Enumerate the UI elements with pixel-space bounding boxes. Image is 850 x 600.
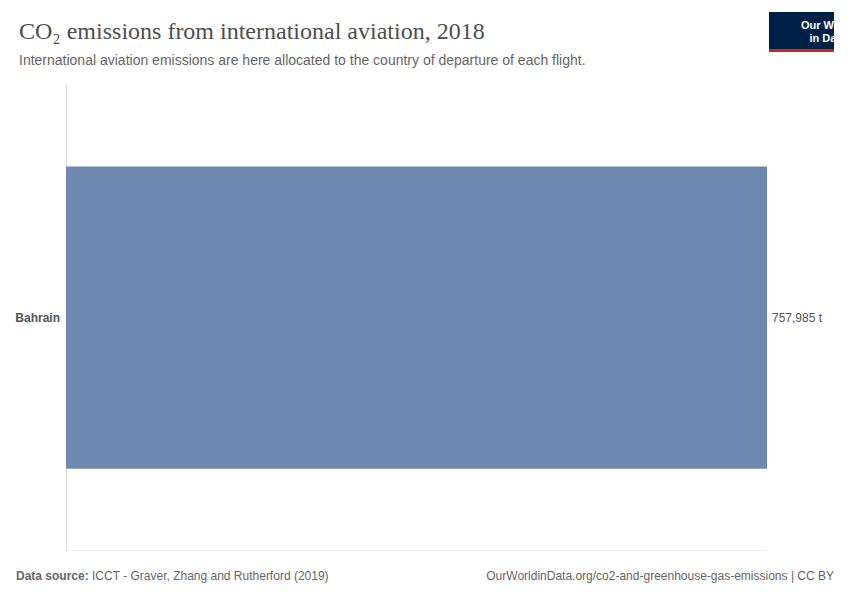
svg-text:Data source:: Data source: — [16, 569, 89, 583]
svg-text:ICCT - Graver, Zhang and Ruthe: ICCT - Graver, Zhang and Rutherford (201… — [92, 569, 329, 583]
svg-text:757,985 t: 757,985 t — [772, 311, 823, 325]
svg-text:OurWorldinData.org/co2-and-gre: OurWorldinData.org/co2-and-greenhouse-ga… — [486, 569, 834, 583]
svg-text:Our World: Our World — [801, 19, 850, 31]
svg-text:CO₂ emissions from internation: CO₂ emissions from international aviatio… — [19, 18, 485, 44]
svg-text:International aviation emissio: International aviation emissions are her… — [19, 52, 586, 68]
svg-text:Bahrain: Bahrain — [15, 311, 60, 325]
svg-text:in Data: in Data — [809, 32, 847, 44]
